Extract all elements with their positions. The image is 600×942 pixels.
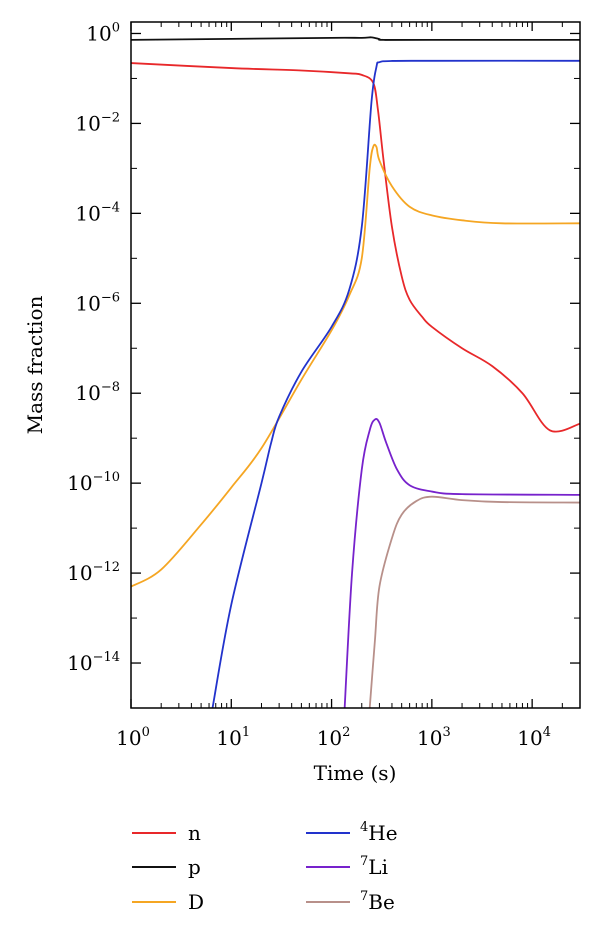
- plot-frame: [130, 21, 581, 709]
- y-tick-label: 10−6: [75, 290, 120, 315]
- y-tick-label: 10−2: [75, 110, 120, 135]
- legend-label: 7Li: [360, 854, 388, 879]
- y-tick-label: 10−4: [75, 200, 120, 225]
- legend-item-p: p: [132, 855, 201, 879]
- ticks-layer: 100 101 102 103 104 100 10−2 10−4 10−6 10−8 10−10 1…: [67, 20, 581, 750]
- x-tick-label: 102: [317, 725, 351, 750]
- legend-item-4he: 4He: [306, 820, 398, 845]
- legend-item-7li: 7Li: [306, 854, 388, 879]
- legend-label: n: [188, 821, 201, 845]
- y-tick-label: 10−14: [67, 650, 120, 675]
- y-tick-label: 10−10: [67, 470, 120, 495]
- legend-label: p: [188, 855, 201, 879]
- x-tick-label: 103: [417, 725, 451, 750]
- y-tick-label: 10−8: [75, 380, 120, 405]
- legend-label: 4He: [360, 820, 398, 845]
- x-tick-label: 104: [517, 725, 551, 750]
- legend-item-d: D: [132, 890, 204, 914]
- legend-label: D: [188, 890, 204, 914]
- x-tick-label: 100: [116, 725, 150, 750]
- series-line-7be: [368, 495, 580, 708]
- x-axis-title: Time (s): [314, 761, 397, 785]
- series-line-n: [131, 62, 580, 433]
- y-axis-title: Mass fraction: [23, 296, 47, 435]
- y-tick-label: 10−12: [67, 560, 120, 585]
- legend-label: 7Be: [360, 889, 395, 914]
- series-layer: [131, 36, 580, 708]
- series-line-p: [131, 36, 580, 41]
- y-tick-label: 100: [86, 20, 120, 45]
- legend: npD 4He 7Li 7Be: [132, 820, 398, 914]
- series-line-d: [131, 143, 580, 588]
- series-line-7li: [343, 418, 580, 708]
- series-line-4he: [211, 59, 580, 708]
- legend-item-7be: 7Be: [306, 889, 395, 914]
- x-tick-label: 101: [216, 725, 250, 750]
- legend-item-n: n: [132, 821, 201, 845]
